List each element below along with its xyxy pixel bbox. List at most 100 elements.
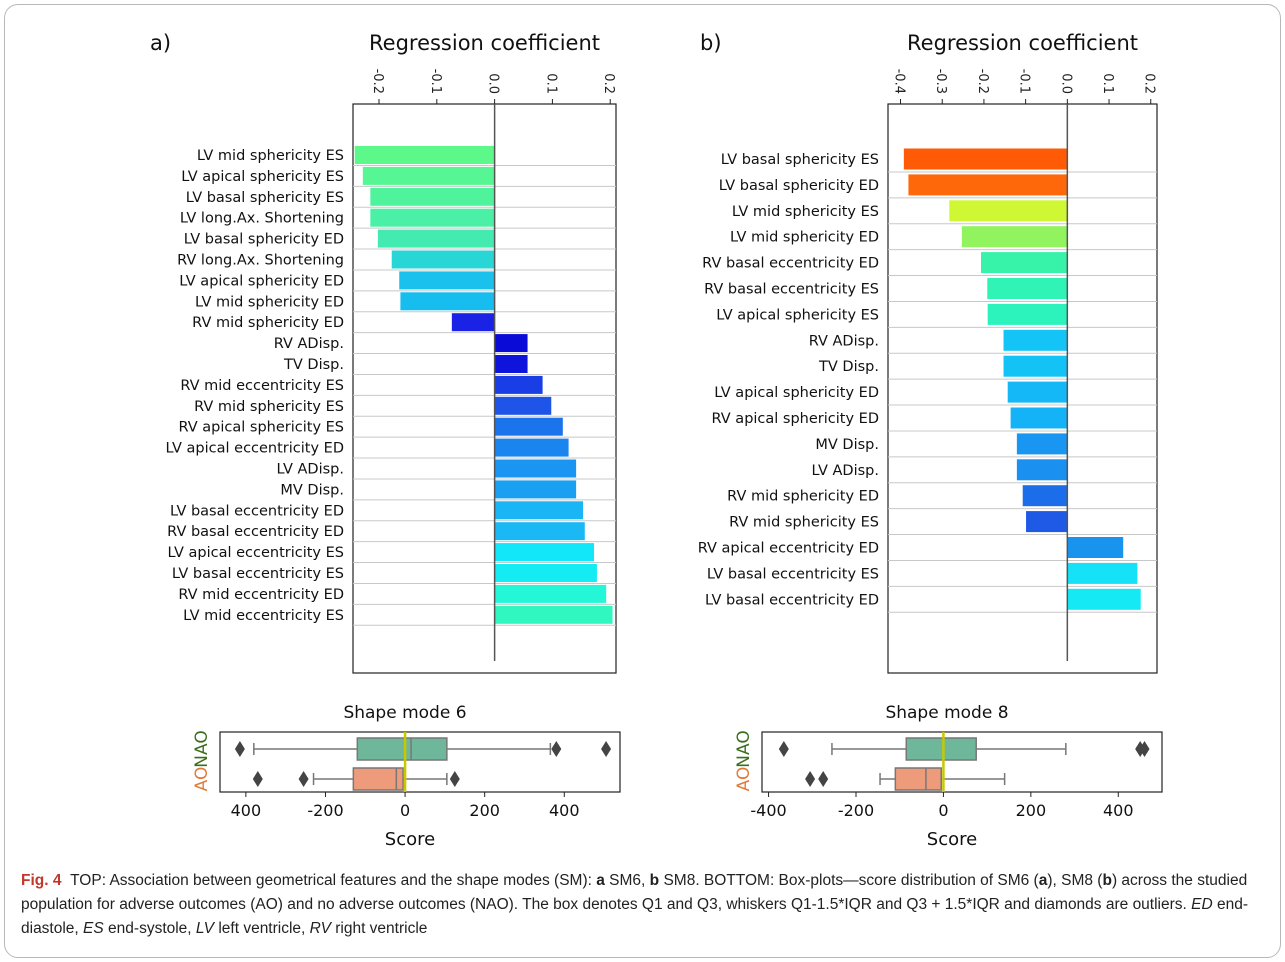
outlier (805, 771, 816, 787)
category-label: LV mid sphericity ES (732, 204, 879, 220)
caption-bold-a2: a (1038, 872, 1048, 889)
x-tick-label: 0.2 (1142, 73, 1157, 94)
bar (370, 208, 495, 227)
x-tick-label: 400 (1103, 801, 1134, 820)
category-label: LV basal eccentricity ED (170, 503, 344, 519)
caption-text-9: right ventricle (330, 920, 428, 937)
category-label: LV apical sphericity ED (714, 385, 879, 401)
caption-text-4: ), SM8 ( (1047, 872, 1103, 889)
bar (494, 605, 613, 624)
category-label: RV mid eccentricity ED (178, 587, 344, 603)
x-tick-label: -0.2 (975, 69, 990, 94)
category-label: LV apical sphericity ED (179, 273, 344, 289)
boxplot-title: Shape mode 8 (885, 703, 1008, 723)
regression-chart-b: b) Regression coefficient-0.4 -0.3 -0.2 -0.1… (698, 31, 1158, 674)
box (894, 767, 942, 791)
bar (494, 459, 577, 478)
x-tick-label: -200 (838, 801, 874, 820)
bar (400, 292, 495, 311)
bar (494, 438, 569, 457)
box-frame (219, 731, 621, 793)
x-tick-label: 200 (469, 801, 500, 820)
bar (354, 146, 495, 164)
x-tick-label: -0.4 (892, 69, 907, 94)
x-tick-label: 0.2 (601, 73, 616, 94)
bar (1022, 485, 1068, 507)
bar (908, 174, 1068, 196)
bar (494, 564, 597, 582)
group-label: NAO (192, 730, 212, 767)
bar (1067, 562, 1138, 584)
bar (1026, 511, 1068, 533)
group-label: NAO (734, 730, 754, 767)
box (356, 737, 448, 761)
category-label: TV Disp. (283, 357, 344, 373)
bar (494, 355, 528, 373)
bar (362, 166, 495, 185)
bar (1067, 537, 1124, 558)
box (905, 737, 977, 761)
bar (494, 522, 585, 541)
x-tick-label: 400 (231, 801, 262, 820)
bar (903, 148, 1068, 170)
panel-label: a) (150, 31, 171, 55)
chart-title: Regression coefficient (369, 31, 600, 55)
chart-title: Regression coefficient (907, 31, 1138, 55)
bar (494, 480, 577, 499)
x-tick-label: -0.2 (370, 69, 385, 94)
caption-text-1: TOP: Association between geometrical fea… (70, 872, 597, 889)
x-tick-label: 0.0 (486, 73, 501, 94)
bar (494, 417, 563, 436)
bar (1007, 381, 1068, 403)
bar (1003, 329, 1068, 351)
category-label: RV ADisp. (274, 336, 344, 352)
bar (1016, 459, 1068, 481)
category-label: RV mid sphericity ES (194, 399, 344, 415)
plot-frame (887, 103, 1158, 674)
caption-text-5: ) across the studied population for adve… (21, 872, 1248, 913)
category-label: LV basal eccentricity ED (705, 592, 879, 608)
category-label: MV Disp. (815, 437, 879, 453)
outlier (298, 771, 309, 787)
caption-label: Fig. 4 (21, 872, 62, 889)
category-label: LV apical eccentricity ED (166, 441, 344, 457)
x-tick-label: 0.1 (543, 73, 558, 94)
category-label: LV apical sphericity ES (716, 307, 879, 323)
box-frame (761, 731, 1163, 793)
x-axis-label: Score (385, 829, 435, 850)
x-tick-label: 0.1 (1100, 73, 1115, 94)
group-label: AO (192, 767, 212, 792)
bar (987, 303, 1068, 325)
category-label: LV basal sphericity ED (184, 232, 344, 248)
plot-frame (352, 103, 617, 674)
bar (451, 313, 495, 332)
caption-abbr-ed: ED (1191, 896, 1213, 913)
caption-text-2: SM6, (604, 872, 650, 889)
caption-bold-b: b (649, 872, 660, 889)
group-label: AO (734, 767, 754, 792)
category-label: LV ADisp. (812, 463, 880, 479)
outlier (1139, 741, 1150, 757)
bar (494, 543, 595, 562)
x-axis-label: Score (927, 829, 977, 850)
category-label: LV ADisp. (277, 462, 345, 478)
category-label: RV apical eccentricity ED (698, 541, 879, 557)
x-tick-label: -200 (307, 801, 343, 820)
category-label: LV basal sphericity ES (721, 152, 879, 168)
category-label: LV basal sphericity ED (719, 178, 879, 194)
category-label: RV mid sphericity ES (729, 515, 879, 531)
category-label: RV ADisp. (809, 333, 879, 349)
x-tick-label: 0 (938, 801, 948, 820)
category-label: LV apical eccentricity ES (167, 545, 344, 561)
boxplot-title: Shape mode 6 (343, 703, 466, 723)
figure-caption: Fig. 4 TOP: Association between geometri… (21, 869, 1261, 941)
outlier (601, 741, 612, 757)
x-tick-label: -0.1 (1017, 69, 1032, 94)
outlier (551, 741, 562, 757)
caption-text-3: SM8. BOTTOM: Box-plots—score distributio… (659, 872, 1039, 889)
category-label: TV Disp. (818, 359, 879, 375)
caption-abbr-lv: LV (195, 920, 215, 937)
category-label: RV mid sphericity ED (192, 315, 344, 331)
bar (370, 187, 495, 206)
